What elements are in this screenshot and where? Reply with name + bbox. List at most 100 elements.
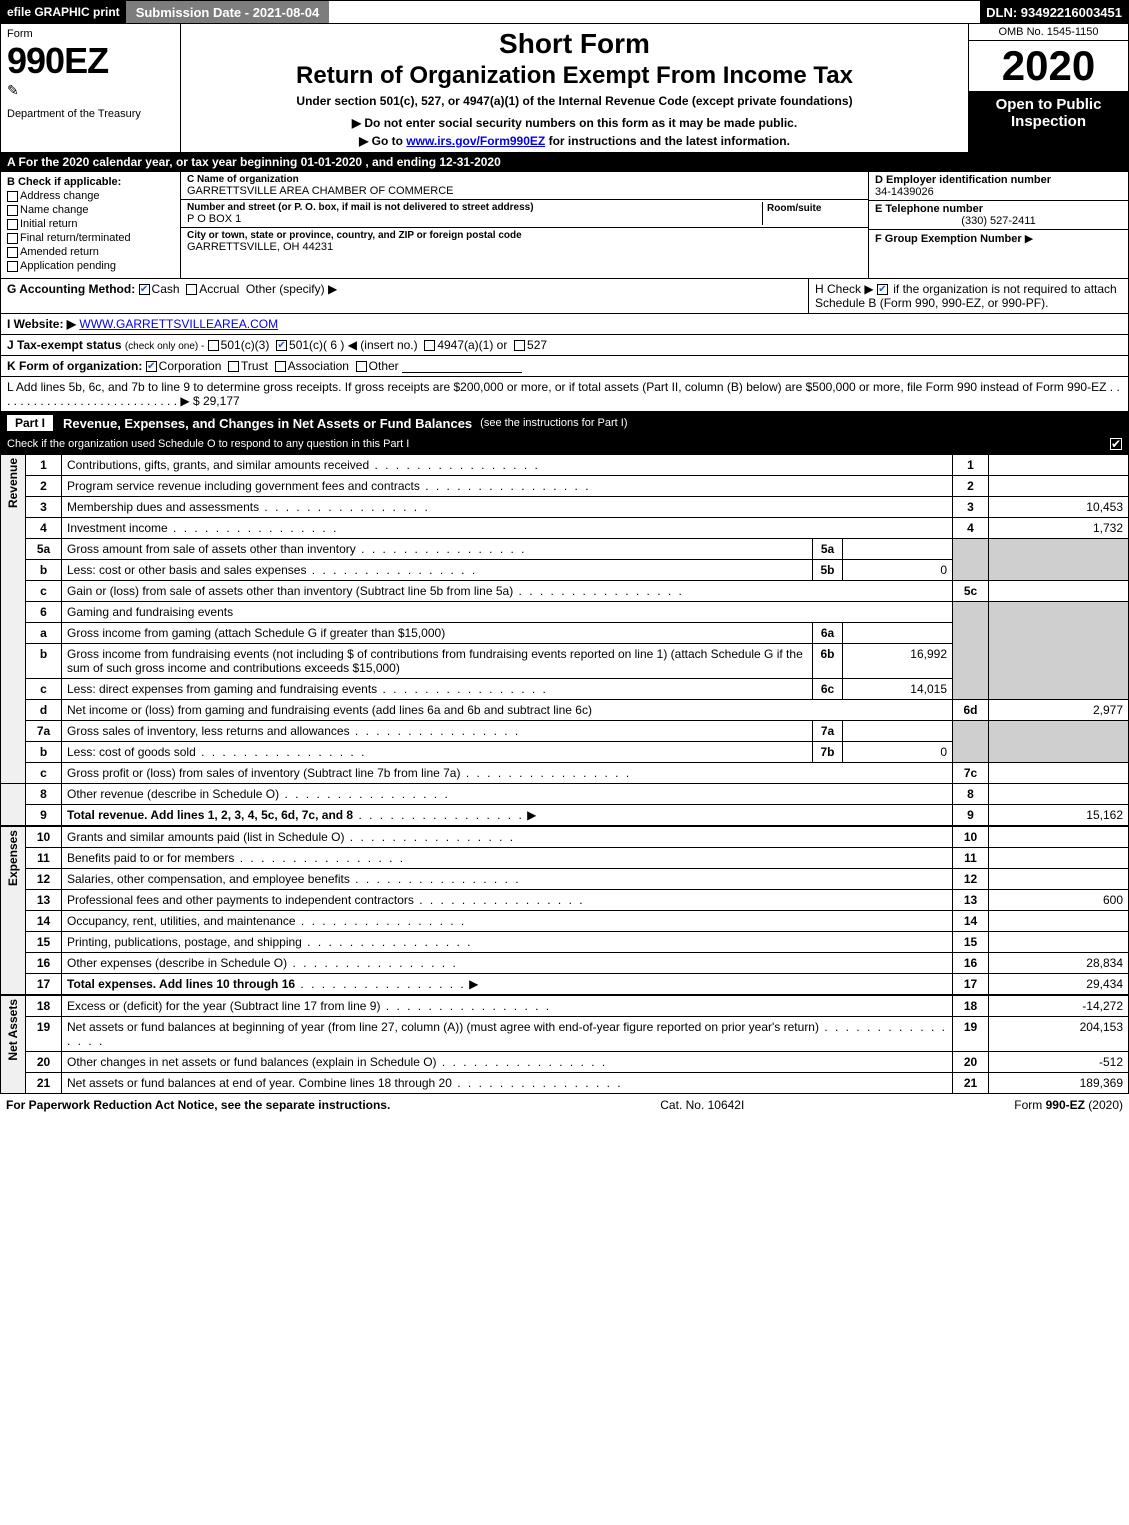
desc-7c: Gross profit or (loss) from sales of inv… (62, 763, 953, 784)
desc-20: Other changes in net assets or fund bala… (62, 1052, 953, 1073)
box-19: 19 (953, 1017, 989, 1052)
d-value: 34-1439026 (875, 186, 934, 198)
box-7c: 7c (953, 763, 989, 784)
b-opt-pending[interactable]: Application pending (7, 260, 174, 272)
inlab-5a: 5a (813, 539, 843, 560)
subtitle: Under section 501(c), 527, or 4947(a)(1)… (189, 94, 960, 108)
c-street-value: P O BOX 1 (187, 213, 762, 225)
desc-7b: Less: cost of goods sold (62, 742, 813, 763)
f-label: F Group Exemption Number (875, 233, 1022, 245)
c-name-value: GARRETTSVILLE AREA CHAMBER OF COMMERCE (187, 185, 862, 197)
revenue-vertical-label: Revenue (1, 455, 26, 784)
tax-year: 2020 (969, 41, 1128, 92)
openpub-2: Inspection (1011, 113, 1086, 130)
top-bar: efile GRAPHIC print Submission Date - 20… (0, 0, 1129, 24)
amt-7c (989, 763, 1129, 784)
j-527-checkbox[interactable] (514, 340, 525, 351)
title-return: Return of Organization Exempt From Incom… (189, 62, 960, 90)
inval-6a (843, 623, 953, 644)
l-text: L Add lines 5b, 6c, and 7b to line 9 to … (7, 380, 1106, 394)
amt-11 (989, 848, 1129, 869)
note-goto: ▶ Go to www.irs.gov/Form990EZ for instru… (189, 134, 960, 148)
part1-checktext: Check if the organization used Schedule … (7, 438, 1110, 450)
box-4: 4 (953, 518, 989, 539)
b-opt-initial[interactable]: Initial return (7, 218, 174, 230)
k-other-checkbox[interactable] (356, 361, 367, 372)
irs-link[interactable]: www.irs.gov/Form990EZ (406, 134, 545, 148)
amt-9: 15,162 (989, 805, 1129, 826)
desc-6a: Gross income from gaming (attach Schedul… (62, 623, 813, 644)
box-9: 9 (953, 805, 989, 826)
revenue-table: Revenue 1 Contributions, gifts, grants, … (0, 454, 1129, 826)
desc-12: Salaries, other compensation, and employ… (62, 869, 953, 890)
j-501c3-checkbox[interactable] (208, 340, 219, 351)
inlab-6c: 6c (813, 679, 843, 700)
website-link[interactable]: WWW.GARRETTSVILLEAREA.COM (79, 317, 278, 331)
inval-5a (843, 539, 953, 560)
b-opt-amended[interactable]: Amended return (7, 246, 174, 258)
h-checkbox[interactable] (877, 284, 888, 295)
ln-6c: c (26, 679, 62, 700)
desc-18: Excess or (deficit) for the year (Subtra… (62, 996, 953, 1017)
netassets-table: Net Assets 18 Excess or (deficit) for th… (0, 995, 1129, 1094)
efile-label: efile GRAPHIC print (1, 1, 126, 23)
desc-5b: Less: cost or other basis and sales expe… (62, 560, 813, 581)
header-left: Form 990EZ ✎ Department of the Treasury (1, 24, 181, 152)
g-cash-checkbox[interactable] (139, 284, 150, 295)
form-word: Form (7, 28, 174, 40)
part1-schedule-o-checkbox[interactable]: ✔ (1110, 438, 1122, 450)
ln-16: 16 (26, 953, 62, 974)
desc-16: Other expenses (describe in Schedule O) (62, 953, 953, 974)
desc-5c: Gain or (loss) from sale of assets other… (62, 581, 953, 602)
dept-label: Department of the Treasury (7, 108, 141, 120)
row-j: J Tax-exempt status (check only one) - 5… (0, 335, 1129, 356)
greybox-5 (953, 539, 989, 581)
k-corp-checkbox[interactable] (146, 361, 157, 372)
b-opt-name[interactable]: Name change (7, 204, 174, 216)
box-21: 21 (953, 1073, 989, 1094)
ln-5b: b (26, 560, 62, 581)
netassets-vertical-label: Net Assets (1, 996, 26, 1094)
desc-4: Investment income (62, 518, 953, 539)
omb-number: OMB No. 1545-1150 (969, 24, 1128, 41)
ln-5c: c (26, 581, 62, 602)
g-accrual-checkbox[interactable] (186, 284, 197, 295)
ln-21: 21 (26, 1073, 62, 1094)
j-o1: 501(c)(3) (221, 338, 270, 352)
ln-1: 1 (26, 455, 62, 476)
k-assoc-checkbox[interactable] (275, 361, 286, 372)
ln-18: 18 (26, 996, 62, 1017)
g-cash: Cash (152, 282, 180, 296)
i-label: I Website: ▶ (7, 317, 76, 331)
amt-1 (989, 455, 1129, 476)
desc-14: Occupancy, rent, utilities, and maintena… (62, 911, 953, 932)
amt-4: 1,732 (989, 518, 1129, 539)
j-o4: 527 (527, 338, 547, 352)
ln-6: 6 (26, 602, 62, 623)
box-1: 1 (953, 455, 989, 476)
box-6d: 6d (953, 700, 989, 721)
desc-2: Program service revenue including govern… (62, 476, 953, 497)
amt-21: 189,369 (989, 1073, 1129, 1094)
desc-8: Other revenue (describe in Schedule O) (62, 784, 953, 805)
note-ssn: ▶ Do not enter social security numbers o… (189, 116, 960, 130)
b-opt-final[interactable]: Final return/terminated (7, 232, 174, 244)
desc-3: Membership dues and assessments (62, 497, 953, 518)
revenue-vert-cont (1, 784, 26, 826)
desc-10: Grants and similar amounts paid (list in… (62, 827, 953, 848)
k-other-blank[interactable] (402, 361, 522, 373)
k-trust-checkbox[interactable] (228, 361, 239, 372)
g-other: Other (specify) ▶ (246, 282, 337, 296)
b-opt-address[interactable]: Address change (7, 190, 174, 202)
box-2: 2 (953, 476, 989, 497)
topbar-spacer (329, 1, 980, 23)
c-city-value: GARRETTSVILLE, OH 44231 (187, 241, 862, 253)
j-4947-checkbox[interactable] (424, 340, 435, 351)
j-501c-checkbox[interactable] (276, 340, 287, 351)
ln-12: 12 (26, 869, 62, 890)
box-17: 17 (953, 974, 989, 995)
inlab-6b: 6b (813, 644, 843, 679)
amt-13: 600 (989, 890, 1129, 911)
amt-20: -512 (989, 1052, 1129, 1073)
inlab-5b: 5b (813, 560, 843, 581)
